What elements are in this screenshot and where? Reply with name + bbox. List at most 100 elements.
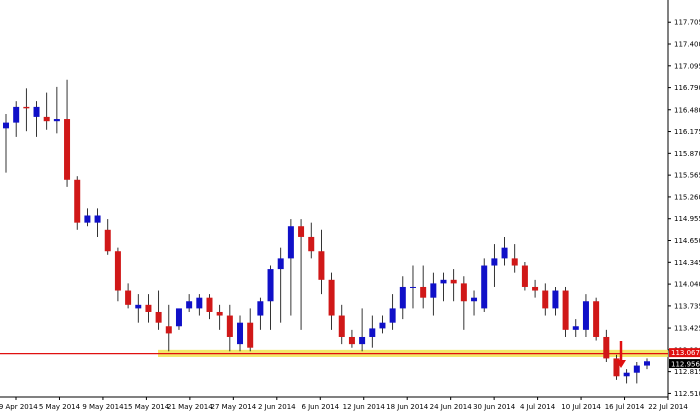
x-tick-label: 9 May 2014 [82,403,124,411]
candle-up [359,336,366,345]
candle-down [114,251,121,291]
candle-up [552,290,559,309]
candle-down [511,258,518,266]
candle-down [247,322,254,348]
candle-down [145,304,152,312]
x-tick-label: 6 Jun 2014 [301,403,339,411]
y-tick-label: 114.040 [674,281,700,289]
current-price-tag [669,359,700,369]
candle-down [226,315,233,337]
candle-up [399,286,406,309]
x-tick-label: 16 Jul 2014 [605,403,645,411]
candle-down [216,311,223,316]
candle-down [23,106,30,109]
candle-down [308,236,315,252]
candle-down [521,265,528,287]
candle-up [13,106,20,123]
candle-down [613,358,620,377]
candle-up [3,122,9,129]
candle-up [237,322,244,345]
x-tick-label: 5 May 2014 [39,403,81,411]
candle-up [196,297,203,309]
candle-up [440,279,447,284]
candle-up [623,372,630,377]
candle-up [94,215,101,223]
x-tick-label: 18 Jun 2014 [386,403,429,411]
y-tick-label: 115.565 [674,172,700,180]
x-tick-label: 29 Apr 2014 [0,403,38,411]
candle-down [43,116,50,122]
y-tick-label: 117.705 [674,19,700,27]
level-price-tag [669,348,700,358]
current-price-tag-label: 112.956 [671,361,700,369]
candle-down [603,336,610,359]
level-price-tag-label: 113.067 [671,349,700,357]
candle-down [338,315,345,337]
y-tick-label: 115.260 [674,193,700,201]
y-tick-label: 114.955 [674,215,700,223]
y-tick-label: 116.480 [674,106,700,114]
x-tick-label: 30 Jun 2014 [473,403,516,411]
candle-up [277,258,284,270]
candle-up [644,361,650,366]
candle-down [74,179,81,223]
candle-down [298,226,305,237]
candle-up [287,226,294,259]
candle-up [257,301,264,316]
candle-down [318,251,325,280]
candle-down [593,301,600,337]
candle-up [369,328,376,337]
candle-up [409,286,416,288]
candle-up [582,301,589,330]
y-tick-label: 117.400 [674,41,700,49]
x-tick-label: 2 Jun 2014 [258,403,296,411]
candle-down [125,290,132,305]
candle-up [84,215,91,223]
candle-up [572,326,579,330]
candle-up [633,365,640,373]
candle-down [64,119,71,180]
x-tick-label: 12 Jun 2014 [343,403,386,411]
candle-down [542,290,549,309]
y-tick-label: 115.870 [674,150,700,158]
candle-down [532,286,539,291]
candle-up [267,269,274,302]
candle-up [135,304,142,309]
y-tick-label: 117.095 [674,62,700,70]
y-tick-label: 116.175 [674,128,700,136]
candle-down [348,336,355,345]
candle-up [33,106,40,117]
candle-up [53,119,60,122]
candle-up [175,308,182,327]
candle-down [104,229,111,252]
candle-down [460,283,467,302]
x-tick-label: 4 Jul 2014 [520,403,556,411]
candle-up [481,265,488,309]
y-tick-label: 113.425 [674,325,700,333]
x-tick-label: 27 May 2014 [211,403,257,411]
x-tick-label: 21 May 2014 [167,403,213,411]
x-tick-label: 15 May 2014 [124,403,170,411]
candle-up [501,247,508,259]
y-tick-label: 114.650 [674,237,700,245]
candle-down [165,326,172,334]
y-tick-label: 113.735 [674,302,700,310]
candle-down [562,290,569,330]
y-tick-label: 114.345 [674,259,700,267]
x-tick-label: 10 Jul 2014 [561,403,601,411]
candle-down [206,297,213,312]
candle-down [328,279,335,316]
candle-up [491,258,498,266]
candle-up [186,301,193,309]
x-tick-label: 22 Jul 2014 [648,403,688,411]
candle-down [450,279,457,284]
candle-up [471,297,478,302]
candle-down [155,311,162,323]
y-tick-label: 112.510 [674,390,700,398]
candle-down [420,286,427,298]
candle-up [430,283,437,298]
x-tick-label: 24 Jun 2014 [430,403,473,411]
candle-up [389,308,396,323]
y-tick-label: 116.790 [674,84,700,92]
